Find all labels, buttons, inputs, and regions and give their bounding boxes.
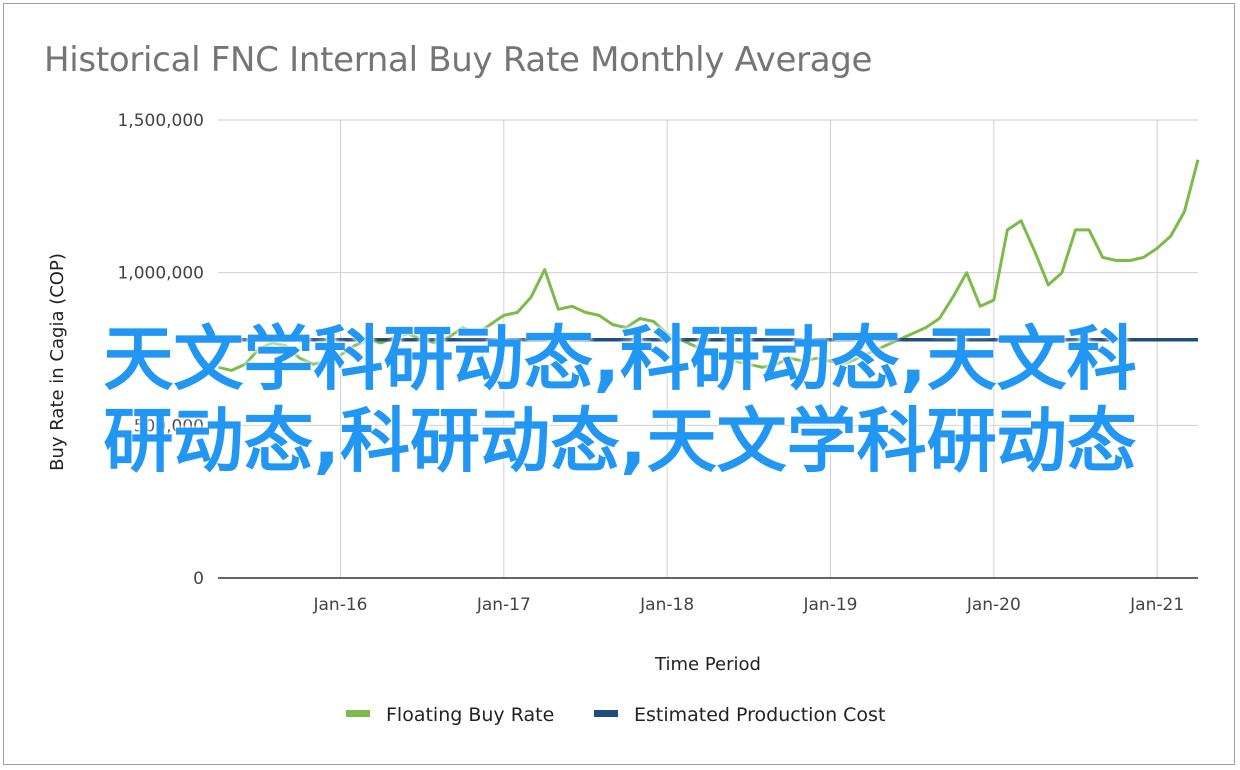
x-axis-title: Time Period [654, 654, 761, 675]
x-tick-label-5: Jan-21 [1129, 595, 1184, 615]
y-tick-label-3: 1,500,000 [117, 111, 204, 131]
legend: Floating Buy Rate Estimated Production Co… [346, 704, 885, 726]
x-tick-label-1: Jan-17 [476, 595, 531, 615]
y-axis-title: Buy Rate in Cagia (COP) [47, 253, 68, 471]
x-tick-label-4: Jan-20 [966, 595, 1021, 615]
watermark-overlay: 天文学科研动态,科研动态,天文科 研动态,科研动态,天文学科研动态 [103, 318, 1137, 482]
y-tick-label-1: 500,000 [134, 416, 204, 436]
x-tick-labels: Jan-16 Jan-17 Jan-18 Jan-19 Jan-20 Jan-21 [313, 595, 1185, 615]
grid-lines [218, 119, 1198, 578]
legend-swatch-1 [594, 710, 618, 717]
x-tick-label-0: Jan-16 [313, 595, 368, 615]
y-tick-label-0: 0 [193, 569, 204, 589]
chart-title: Historical FNC Internal Buy Rate Monthly… [44, 40, 873, 80]
y-tick-label-2: 1,000,000 [117, 264, 204, 284]
chart-frame [3, 3, 1235, 765]
series-line-floating-buy-rate [217, 159, 1200, 372]
legend-label-1: Estimated Production Cost [634, 704, 885, 726]
x-tick-label-3: Jan-19 [803, 595, 858, 615]
legend-label-0: Floating Buy Rate [386, 704, 554, 726]
legend-swatch-0 [346, 710, 370, 717]
series-lines [217, 159, 1200, 372]
y-tick-labels: 0 500,000 1,000,000 1,500,000 [117, 111, 204, 589]
x-tick-label-2: Jan-18 [639, 595, 694, 615]
